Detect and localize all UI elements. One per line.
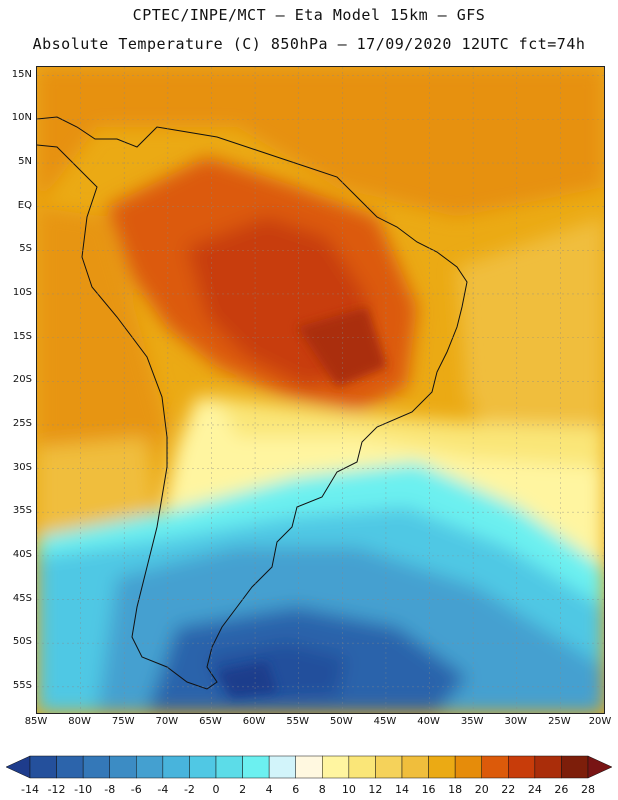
lon-tick-label: 40W bbox=[417, 716, 440, 727]
lat-tick-label: 30S bbox=[12, 461, 32, 473]
lat-tick-label: 50S bbox=[12, 636, 32, 648]
lat-tick-label: 55S bbox=[12, 679, 32, 691]
lat-tick-label: 25S bbox=[12, 417, 32, 429]
colorbar-swatch bbox=[136, 755, 164, 779]
temp-band-16c-atlantic bbox=[457, 217, 604, 487]
lat-tick-label: 5N bbox=[18, 156, 32, 168]
colorbar-tick-label: 4 bbox=[266, 783, 273, 796]
lat-tick-label: 10S bbox=[12, 286, 32, 298]
colorbar-swatch bbox=[268, 755, 296, 779]
lon-tick-label: 55W bbox=[286, 716, 309, 727]
lat-tick-label: EQ bbox=[17, 199, 32, 211]
lat-tick-label: 15S bbox=[12, 330, 32, 342]
colorbar-tick-label: 18 bbox=[448, 783, 462, 796]
lon-tick-label: 30W bbox=[504, 716, 528, 727]
lat-tick-label: 20S bbox=[12, 374, 32, 386]
temp-band-12c bbox=[217, 397, 604, 467]
lon-tick-label: 65W bbox=[199, 716, 222, 727]
lon-tick-label: 85W bbox=[24, 716, 48, 727]
colorbar-swatch bbox=[29, 755, 57, 779]
colorbar-swatch bbox=[401, 755, 429, 779]
colorbar-tick-label: 22 bbox=[501, 783, 515, 796]
temperature-map bbox=[36, 66, 605, 714]
colorbar-tick-label: -14 bbox=[21, 783, 39, 796]
colorbar-swatch bbox=[375, 755, 403, 779]
map-title: CPTEC/INPE/MCT – Eta Model 15km – GFS bbox=[132, 6, 486, 24]
lat-tick-label: 40S bbox=[12, 548, 32, 560]
colorbar-tick-label: -6 bbox=[131, 783, 142, 796]
lon-tick-label: 60W bbox=[242, 716, 266, 727]
colorbar-swatch bbox=[428, 755, 456, 779]
colorbar-swatch bbox=[242, 755, 270, 779]
color-legend: -14 -12 -10 -8 -6 -4 -2 0 2 4 6 8 10 12 14 16 18 20 22 24 26… bbox=[5, 755, 613, 796]
colorbar-swatch bbox=[82, 755, 110, 779]
lon-tick-label: 75W bbox=[111, 716, 135, 727]
temp-band-18c-pacific bbox=[37, 207, 167, 497]
temp-patch-cold-core bbox=[217, 662, 277, 697]
colorbar-swatch bbox=[348, 755, 376, 779]
colorbar-tick-label: -4 bbox=[157, 783, 168, 796]
colorbar-tick-label: 28 bbox=[581, 783, 595, 796]
lat-tick-label: 5S bbox=[19, 243, 32, 255]
colorbar-swatch bbox=[454, 755, 482, 779]
colorbar-tick-label: 12 bbox=[368, 783, 382, 796]
colorbar-tick-label: 24 bbox=[528, 783, 542, 796]
colorbar-tick-label: 8 bbox=[319, 783, 326, 796]
colorbar-swatch bbox=[322, 755, 350, 779]
lon-tick-label: 35W bbox=[460, 716, 484, 727]
colorbar-swatch bbox=[189, 755, 217, 779]
lat-tick-label: 35S bbox=[12, 505, 32, 517]
lat-tick-label: 45S bbox=[12, 592, 32, 604]
lon-tick-label: 80W bbox=[68, 716, 91, 727]
colorbar-tick-label: 10 bbox=[342, 783, 356, 796]
lon-tick-label: 25W bbox=[548, 716, 571, 727]
colorbar-swatch bbox=[534, 755, 562, 779]
colorbar-tick-label: -8 bbox=[104, 783, 115, 796]
colorbar-tick-label: -12 bbox=[48, 783, 66, 796]
colorbar-tick-label: -10 bbox=[74, 783, 92, 796]
lat-tick-label: 10N bbox=[11, 112, 32, 124]
colorbar-swatch bbox=[295, 755, 323, 779]
temp-patch-26c bbox=[297, 307, 387, 387]
lat-tick-label: 15N bbox=[11, 68, 32, 80]
colorbar-swatch bbox=[561, 755, 589, 779]
colorbar-swatch bbox=[162, 755, 190, 779]
colorbar-tick-label: 20 bbox=[475, 783, 489, 796]
colorbar-tick-label: 14 bbox=[395, 783, 409, 796]
lon-tick-label: 70W bbox=[155, 716, 179, 727]
colorbar-tick-label: -2 bbox=[184, 783, 195, 796]
colorbar-tick-label: 2 bbox=[239, 783, 246, 796]
colorbar-swatch bbox=[481, 755, 509, 779]
colorbar-swatch bbox=[109, 755, 137, 779]
colorbar-max-arrow bbox=[587, 755, 613, 779]
colorbar-tick-label: 6 bbox=[292, 783, 299, 796]
map-subtitle: Absolute Temperature (C) 850hPa – 17/09/… bbox=[32, 35, 586, 53]
lon-tick-label: 50W bbox=[329, 716, 353, 727]
temp-band-18c bbox=[37, 67, 604, 217]
colorbar-tick-label: 16 bbox=[422, 783, 436, 796]
colorbar-min-arrow bbox=[5, 755, 31, 779]
lon-tick-label: 20W bbox=[588, 716, 612, 727]
lon-tick-label: 45W bbox=[373, 716, 397, 727]
colorbar-swatch bbox=[56, 755, 84, 779]
colorbar-swatch bbox=[508, 755, 536, 779]
colorbar-tick-label: 0 bbox=[213, 783, 220, 796]
colorbar-tick-label: 26 bbox=[554, 783, 568, 796]
colorbar-swatch bbox=[215, 755, 243, 779]
coastline bbox=[37, 116, 468, 690]
